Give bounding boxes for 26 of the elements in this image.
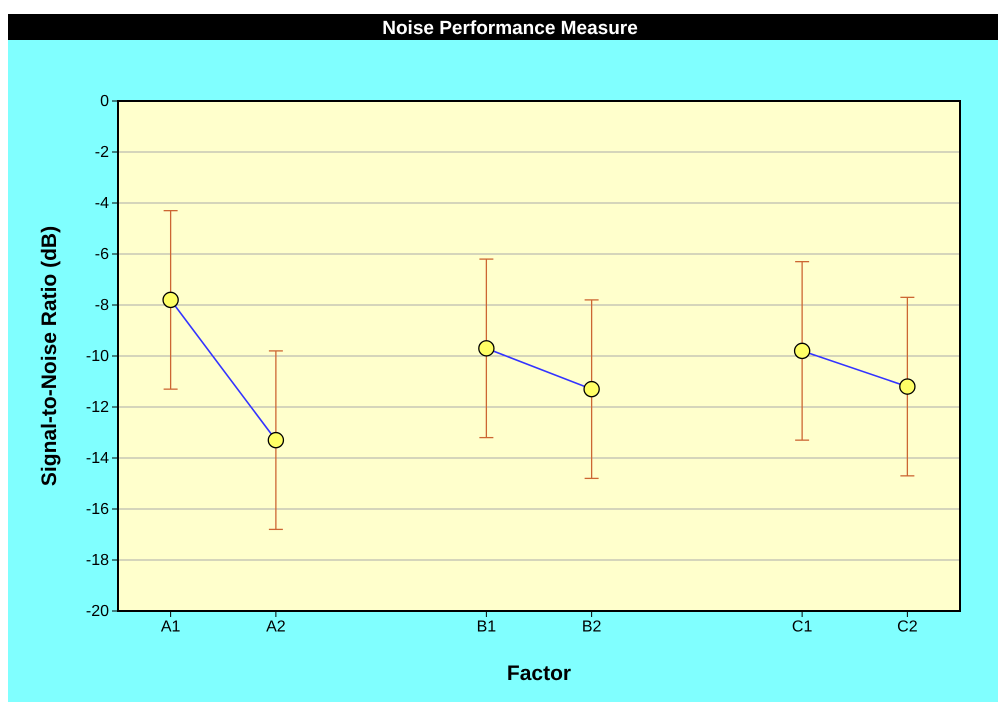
x-tick-label: A2: [266, 618, 286, 636]
y-tick-label: -2: [94, 144, 110, 162]
y-tick-label: -6: [94, 246, 110, 264]
point: [268, 432, 284, 448]
point: [478, 340, 495, 357]
x-tick-label: C2: [897, 618, 918, 636]
y-tick-label: -20: [86, 603, 110, 620]
y-tick-label: -10: [86, 348, 110, 366]
y-tick-label: 0: [100, 93, 110, 110]
point: [899, 378, 916, 395]
point: [583, 380, 600, 398]
y-axis-title: Signal-to-Noise Ratio (dB): [38, 226, 61, 486]
y-tick-label: -18: [86, 552, 110, 570]
point: [794, 342, 810, 360]
y-tick-label: -16: [86, 501, 110, 518]
y-tick-label: -8: [94, 297, 110, 314]
y-tick-label: -14: [86, 450, 110, 468]
y-tick-label: -12: [86, 399, 110, 416]
point: [162, 292, 179, 308]
chart-title: Noise Performance Measure: [382, 18, 638, 39]
x-tick-label: B1: [476, 618, 496, 636]
x-tick-label: B2: [582, 618, 602, 636]
x-axis-title: Factor: [506, 662, 572, 685]
x-tick-label: A1: [160, 618, 181, 636]
x-tick-label: C1: [792, 618, 812, 636]
y-tick-label: -4: [94, 195, 110, 212]
